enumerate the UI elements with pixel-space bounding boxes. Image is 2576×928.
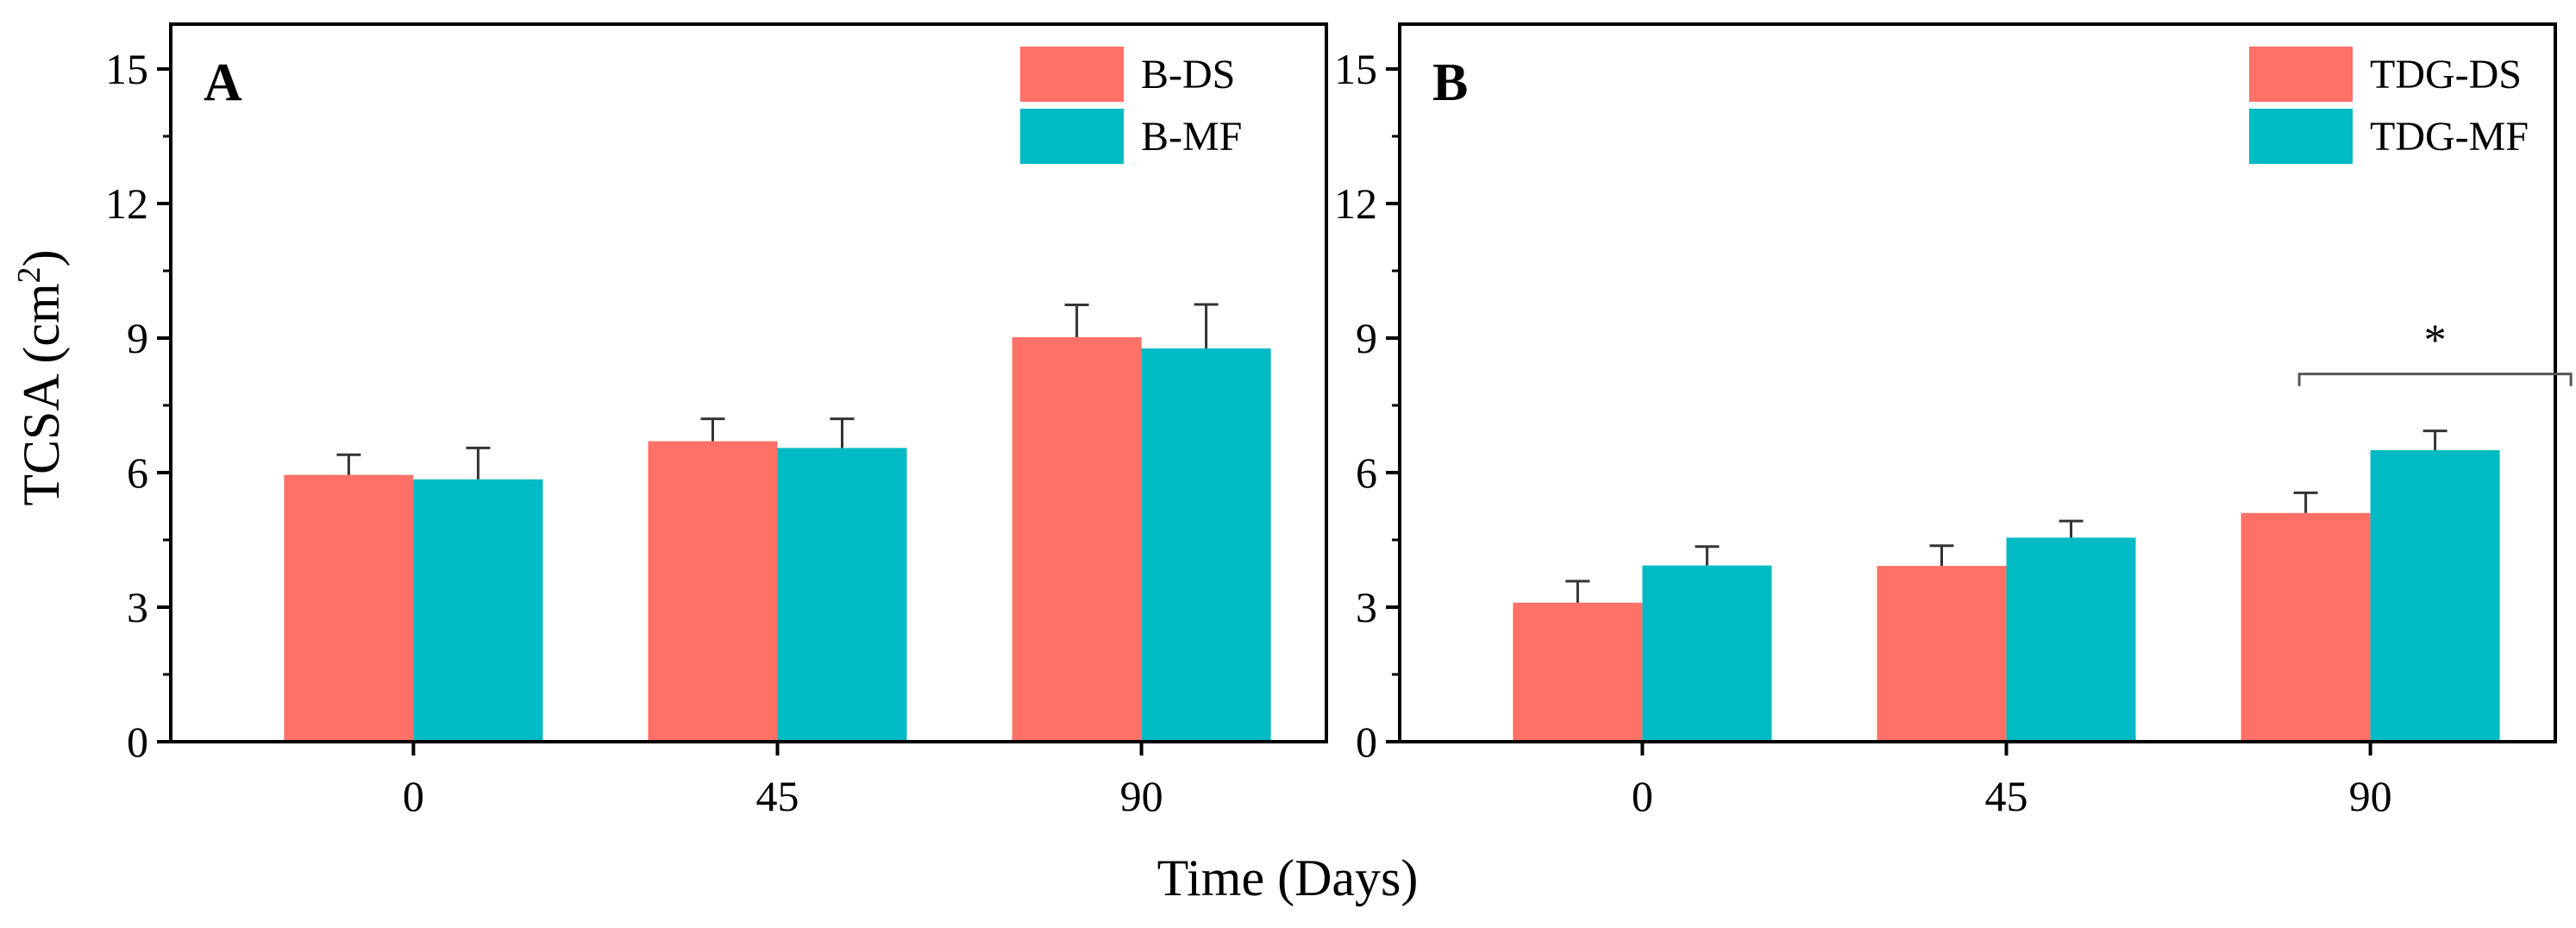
y-tick-label: 12 [1334, 179, 1377, 228]
y-tick-label: 9 [1356, 314, 1377, 362]
bar-tdg-mf-45 [2006, 537, 2136, 742]
bar-b-mf-45 [777, 448, 907, 742]
legend-swatch-tdg-mf [2249, 109, 2353, 164]
y-tick-label: 0 [1356, 718, 1377, 766]
x-tick-label: 0 [1632, 772, 1653, 820]
plot-frame [1398, 22, 2557, 743]
y-axis-label-end: ) [13, 249, 70, 266]
bar-b-ds-45 [648, 441, 778, 742]
bar-tdg-mf-90 [2370, 450, 2500, 742]
x-axis-label: Time (Days) [1157, 850, 1419, 906]
legend-label-tdg-ds: TDG-DS [2370, 52, 2522, 97]
legend-swatch-b-mf [1020, 109, 1124, 164]
bar-b-mf-90 [1141, 348, 1271, 742]
y-tick-label: 3 [127, 583, 148, 631]
chart-panel-a: 0 3 6 9 12 15 0 45 90 A B-DS B-MF [105, 22, 1328, 820]
chart-panel-b: 0 3 6 9 12 15 0 45 90 B TDG-DS TDG-MF * [1334, 22, 2573, 820]
y-axis-label-main: TCSA (cm [13, 283, 70, 505]
bar-tdg-ds-0 [1513, 602, 1643, 742]
x-tick-label: 90 [2349, 772, 2392, 820]
bar-tdg-mf-0 [1642, 565, 1772, 742]
panel-label: A [204, 53, 242, 112]
x-tick-label: 0 [403, 772, 424, 820]
x-tick-label: 45 [756, 772, 799, 820]
bar-tdg-ds-45 [1877, 566, 2007, 742]
plot-frame [169, 22, 1328, 743]
x-tick-label: 90 [1120, 772, 1163, 820]
legend-swatch-tdg-ds [2249, 47, 2353, 102]
legend-label-b-ds: B-DS [1141, 52, 1235, 97]
y-tick-label: 15 [105, 45, 148, 93]
panel-label: B [1432, 53, 1468, 112]
y-tick-label: 12 [105, 179, 148, 228]
y-tick-label: 6 [127, 448, 148, 497]
y-tick-label: 0 [127, 718, 148, 766]
legend-label-b-mf: B-MF [1141, 114, 1242, 160]
y-tick-label: 9 [127, 314, 148, 362]
bar-b-ds-0 [284, 474, 414, 742]
x-tick-label: 45 [1985, 772, 2028, 820]
significance-marker: * [2424, 317, 2447, 366]
bar-tdg-ds-90 [2241, 512, 2371, 742]
y-axis-label-sup: 2 [11, 266, 47, 283]
legend-swatch-b-ds [1020, 47, 1124, 102]
y-tick-label: 3 [1356, 583, 1377, 631]
y-tick-label: 15 [1334, 45, 1377, 93]
y-axis-label: TCSA (cm2) [11, 249, 70, 505]
significance-bracket [2297, 373, 2573, 386]
bar-b-ds-90 [1012, 336, 1142, 742]
bar-b-mf-0 [413, 479, 543, 742]
legend-label-tdg-mf: TDG-MF [2370, 114, 2529, 160]
y-tick-label: 6 [1356, 448, 1377, 497]
